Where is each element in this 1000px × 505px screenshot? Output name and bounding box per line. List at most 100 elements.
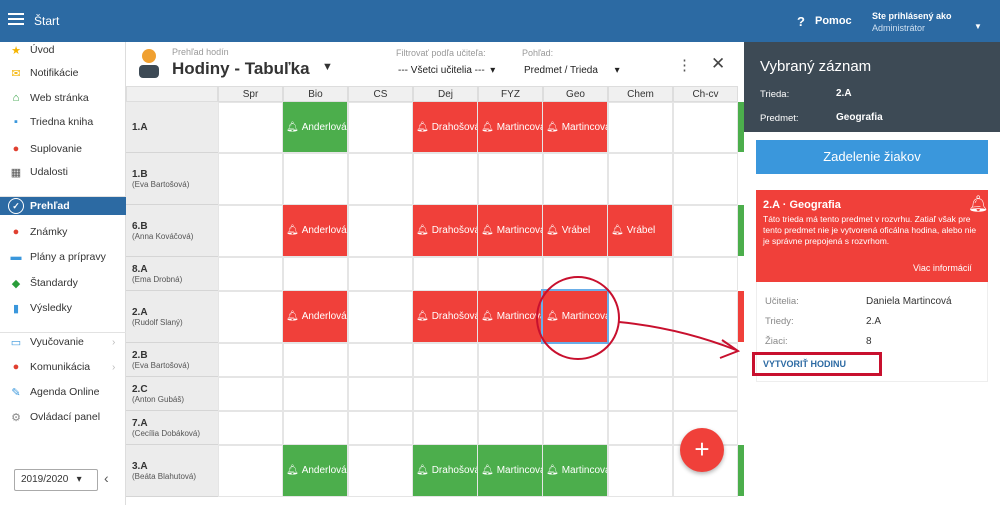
add-button[interactable]: +	[680, 428, 724, 472]
sidebar-item-triedna-kniha[interactable]: ▪ Triedna kniha	[8, 113, 93, 131]
help-icon[interactable]: ?	[797, 14, 805, 29]
user-caption[interactable]: Ste prihlásený ako	[872, 11, 952, 21]
table-cell[interactable]	[348, 445, 413, 497]
table-cell[interactable]	[543, 153, 608, 205]
create-lesson-button[interactable]: VYTVORIŤ HODINU	[752, 352, 882, 376]
table-cell[interactable]	[413, 153, 478, 205]
teacher-filter-select[interactable]: --- Všetci učitelia --- ▾	[398, 65, 496, 76]
table-cell[interactable]	[608, 257, 673, 291]
sidebar-item-ovládací-panel[interactable]: ⚙ Ovládací panel	[8, 408, 100, 426]
table-cell[interactable]	[608, 153, 673, 205]
table-cell[interactable]	[673, 205, 738, 257]
lesson-cell[interactable]: 🔔︎ Drahošová	[413, 205, 477, 256]
hamburger-menu-icon[interactable]	[8, 13, 24, 25]
lesson-cell[interactable]: 🔔︎ Anderlová	[283, 445, 347, 496]
table-cell[interactable]	[218, 291, 283, 343]
table-cell[interactable]	[348, 377, 413, 411]
table-cell[interactable]	[413, 257, 478, 291]
row-header[interactable]: 2.B (Eva Bartošová)	[126, 343, 218, 377]
table-cell[interactable]	[218, 343, 283, 377]
table-cell[interactable]	[543, 411, 608, 445]
sidebar-item-úvod[interactable]: ★ Úvod	[8, 41, 54, 59]
sidebar-item-notifikácie[interactable]: ✉ Notifikácie	[8, 64, 78, 82]
assign-pupils-button[interactable]: Zadelenie žiakov	[756, 140, 988, 174]
table-cell[interactable]	[348, 411, 413, 445]
table-cell[interactable]	[478, 153, 543, 205]
table-cell[interactable]	[218, 102, 283, 153]
table-cell[interactable]	[478, 343, 543, 377]
table-cell[interactable]	[348, 205, 413, 257]
sidebar-item-prehľad[interactable]: ✓ Prehľad	[0, 197, 126, 215]
table-cell[interactable]	[348, 291, 413, 343]
table-cell[interactable]	[673, 102, 738, 153]
table-cell[interactable]	[543, 343, 608, 377]
row-header[interactable]: 3.A (Beáta Blahutová)	[126, 445, 218, 497]
row-header[interactable]: 1.B (Eva Bartošová)	[126, 153, 218, 205]
table-cell[interactable]	[478, 411, 543, 445]
table-cell[interactable]	[543, 257, 608, 291]
sidebar-item-štandardy[interactable]: ◆ Štandardy	[8, 274, 78, 292]
sidebar-item-web-stránka[interactable]: ⌂ Web stránka	[8, 89, 89, 107]
title-dropdown-icon[interactable]: ▼	[322, 61, 333, 73]
table-cell[interactable]	[608, 377, 673, 411]
close-icon[interactable]: ✕	[711, 54, 726, 73]
table-cell[interactable]	[413, 377, 478, 411]
lesson-cell-partial[interactable]	[738, 445, 744, 496]
table-cell[interactable]	[218, 445, 283, 497]
lesson-cell[interactable]: 🔔︎ Martincová	[478, 102, 542, 152]
row-header[interactable]: 1.A	[126, 102, 218, 153]
table-cell[interactable]	[283, 411, 348, 445]
sidebar-item-plány-a-prípravy[interactable]: ▬ Plány a prípravy	[8, 248, 106, 266]
lesson-cell[interactable]: 🔔︎ Vrábel	[543, 205, 607, 256]
row-header[interactable]: 7.A (Cecília Dobáková)	[126, 411, 218, 445]
table-cell[interactable]	[348, 153, 413, 205]
sidebar-item-udalosti[interactable]: ▦ Udalosti	[8, 163, 68, 181]
lesson-cell[interactable]: 🔔︎ Martincová	[543, 445, 607, 496]
lesson-cell-partial[interactable]	[738, 102, 744, 152]
table-cell[interactable]	[283, 153, 348, 205]
lesson-cell[interactable]: 🔔︎ Martincová	[478, 291, 542, 342]
lesson-cell[interactable]: 🔔︎ Anderlová	[283, 102, 347, 152]
lesson-cell[interactable]: 🔔︎ Martincová	[541, 289, 609, 344]
school-year-select[interactable]: 2019/2020 ▾	[14, 469, 98, 491]
table-cell[interactable]	[478, 377, 543, 411]
table-cell[interactable]	[413, 343, 478, 377]
table-cell[interactable]	[608, 102, 673, 153]
table-cell[interactable]	[348, 343, 413, 377]
table-cell[interactable]	[673, 377, 738, 411]
sidebar-item-agenda-online[interactable]: ✎ Agenda Online	[8, 383, 99, 401]
sidebar-item-suplovanie[interactable]: ● Suplovanie	[8, 140, 82, 158]
lesson-cell[interactable]: 🔔︎ Martincová	[478, 205, 542, 256]
lesson-cell-partial[interactable]	[738, 291, 744, 342]
sidebar-item-komunikácia[interactable]: ● Komunikácia ›	[8, 358, 116, 376]
table-cell[interactable]	[673, 153, 738, 205]
lesson-cell-partial[interactable]	[738, 205, 744, 256]
collapse-sidebar-icon[interactable]: ‹	[104, 470, 109, 486]
table-cell[interactable]	[283, 343, 348, 377]
lesson-cell[interactable]: 🔔︎ Drahošová	[413, 102, 477, 152]
table-cell[interactable]	[218, 153, 283, 205]
lesson-cell[interactable]: 🔔︎ Vrábel	[608, 205, 672, 256]
user-role[interactable]: Administrátor	[872, 23, 926, 33]
help-link[interactable]: Pomoc	[815, 15, 852, 27]
row-header[interactable]: 6.B (Anna Kováčová)	[126, 205, 218, 257]
table-cell[interactable]	[218, 411, 283, 445]
table-cell[interactable]	[218, 377, 283, 411]
more-options-icon[interactable]: ⋮	[677, 57, 692, 74]
table-cell[interactable]	[608, 291, 673, 343]
sidebar-item-vyučovanie[interactable]: ▭ Vyučovanie ›	[8, 333, 116, 351]
lesson-cell[interactable]: 🔔︎ Drahošová	[413, 445, 477, 496]
table-cell[interactable]	[218, 205, 283, 257]
table-cell[interactable]	[348, 102, 413, 153]
lesson-cell[interactable]: 🔔︎ Martincová	[478, 445, 542, 496]
table-cell[interactable]	[283, 257, 348, 291]
table-cell[interactable]	[413, 411, 478, 445]
table-cell[interactable]	[283, 377, 348, 411]
lesson-cell[interactable]: 🔔︎ Drahošová	[413, 291, 477, 342]
row-header[interactable]: 8.A (Ema Drobná)	[126, 257, 218, 291]
page-title[interactable]: Hodiny - Tabuľka	[172, 59, 310, 78]
row-header[interactable]: 2.A (Rudolf Slaný)	[126, 291, 218, 343]
table-cell[interactable]	[608, 343, 673, 377]
lesson-cell[interactable]: 🔔︎ Anderlová	[283, 291, 347, 342]
user-menu-caret-icon[interactable]: ▼	[974, 22, 982, 31]
